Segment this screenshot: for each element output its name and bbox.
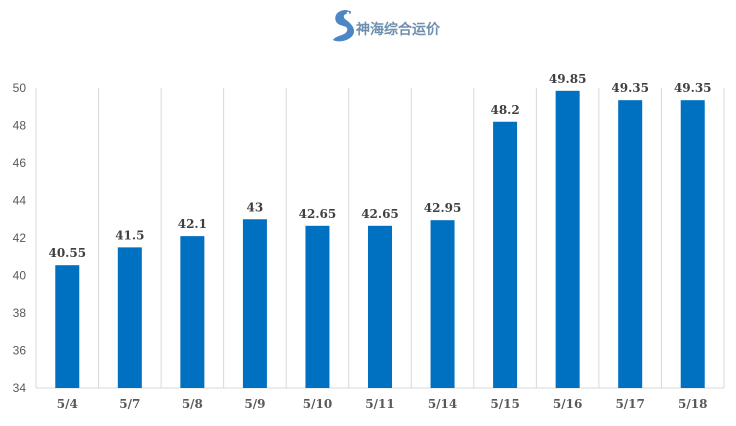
y-tick-label: 34	[13, 381, 27, 395]
x-tick-label: 5/10	[303, 397, 332, 411]
x-tick-label: 5/17	[615, 397, 644, 411]
data-label: 42.95	[424, 201, 462, 215]
x-tick-label: 5/15	[490, 397, 519, 411]
data-label: 49.85	[549, 72, 587, 86]
data-label: 48.2	[490, 103, 519, 117]
bar-5-11	[368, 225, 392, 388]
bar-5-15	[493, 121, 518, 388]
bar-5-17	[618, 100, 643, 388]
watermark-text: 神海综合运价	[356, 21, 441, 38]
x-tick-label: 5/9	[244, 397, 265, 411]
bar-5-9	[242, 219, 267, 388]
y-tick-label: 40	[13, 269, 27, 283]
y-tick-label: 50	[13, 81, 27, 95]
data-labels: 40.55 41.5 42.1 43 42.65 42.65 42.95 48.2 49.85 4…	[48, 72, 711, 260]
x-tick-label: 5/8	[182, 397, 203, 411]
x-tick-label: 5/16	[553, 397, 582, 411]
bar-5-8	[180, 236, 205, 388]
bar-5-14	[430, 220, 455, 388]
data-label: 49.35	[674, 81, 712, 95]
x-tick-label: 5/18	[678, 397, 707, 411]
data-label: 42.65	[361, 207, 399, 221]
data-label: 49.35	[611, 81, 649, 95]
bar-5-7	[117, 247, 142, 388]
y-tick-label: 44	[13, 194, 27, 208]
bar-5-10	[305, 225, 330, 388]
data-label: 40.55	[48, 246, 86, 260]
data-label: 41.5	[115, 228, 144, 242]
y-tick-label: 46	[13, 156, 27, 170]
x-axis: 5/4 5/7 5/8 5/9 5/10 5/11 5/14 5/15 5/16 5/17 5/18	[57, 397, 708, 411]
bar-5-4	[55, 265, 80, 388]
x-tick-label: 5/4	[57, 397, 78, 411]
y-tick-label: 38	[13, 306, 27, 320]
y-tick-label: 36	[13, 344, 27, 358]
x-tick-label: 5/7	[119, 397, 140, 411]
data-label: 42.65	[299, 207, 337, 221]
seahorse-logo-icon	[333, 10, 355, 42]
bars	[55, 90, 705, 388]
y-tick-label: 48	[13, 119, 27, 133]
x-tick-label: 5/11	[365, 397, 394, 411]
watermark-logo: 神海综合运价	[333, 10, 441, 42]
bar-5-16	[555, 90, 580, 388]
y-axis: 34 36 38 40 42 44 46 48 50	[13, 81, 27, 395]
data-label: 42.1	[178, 217, 207, 231]
x-tick-label: 5/14	[428, 397, 457, 411]
bar-5-18	[680, 100, 705, 388]
y-tick-label: 42	[13, 231, 27, 245]
data-label: 43	[247, 200, 264, 214]
